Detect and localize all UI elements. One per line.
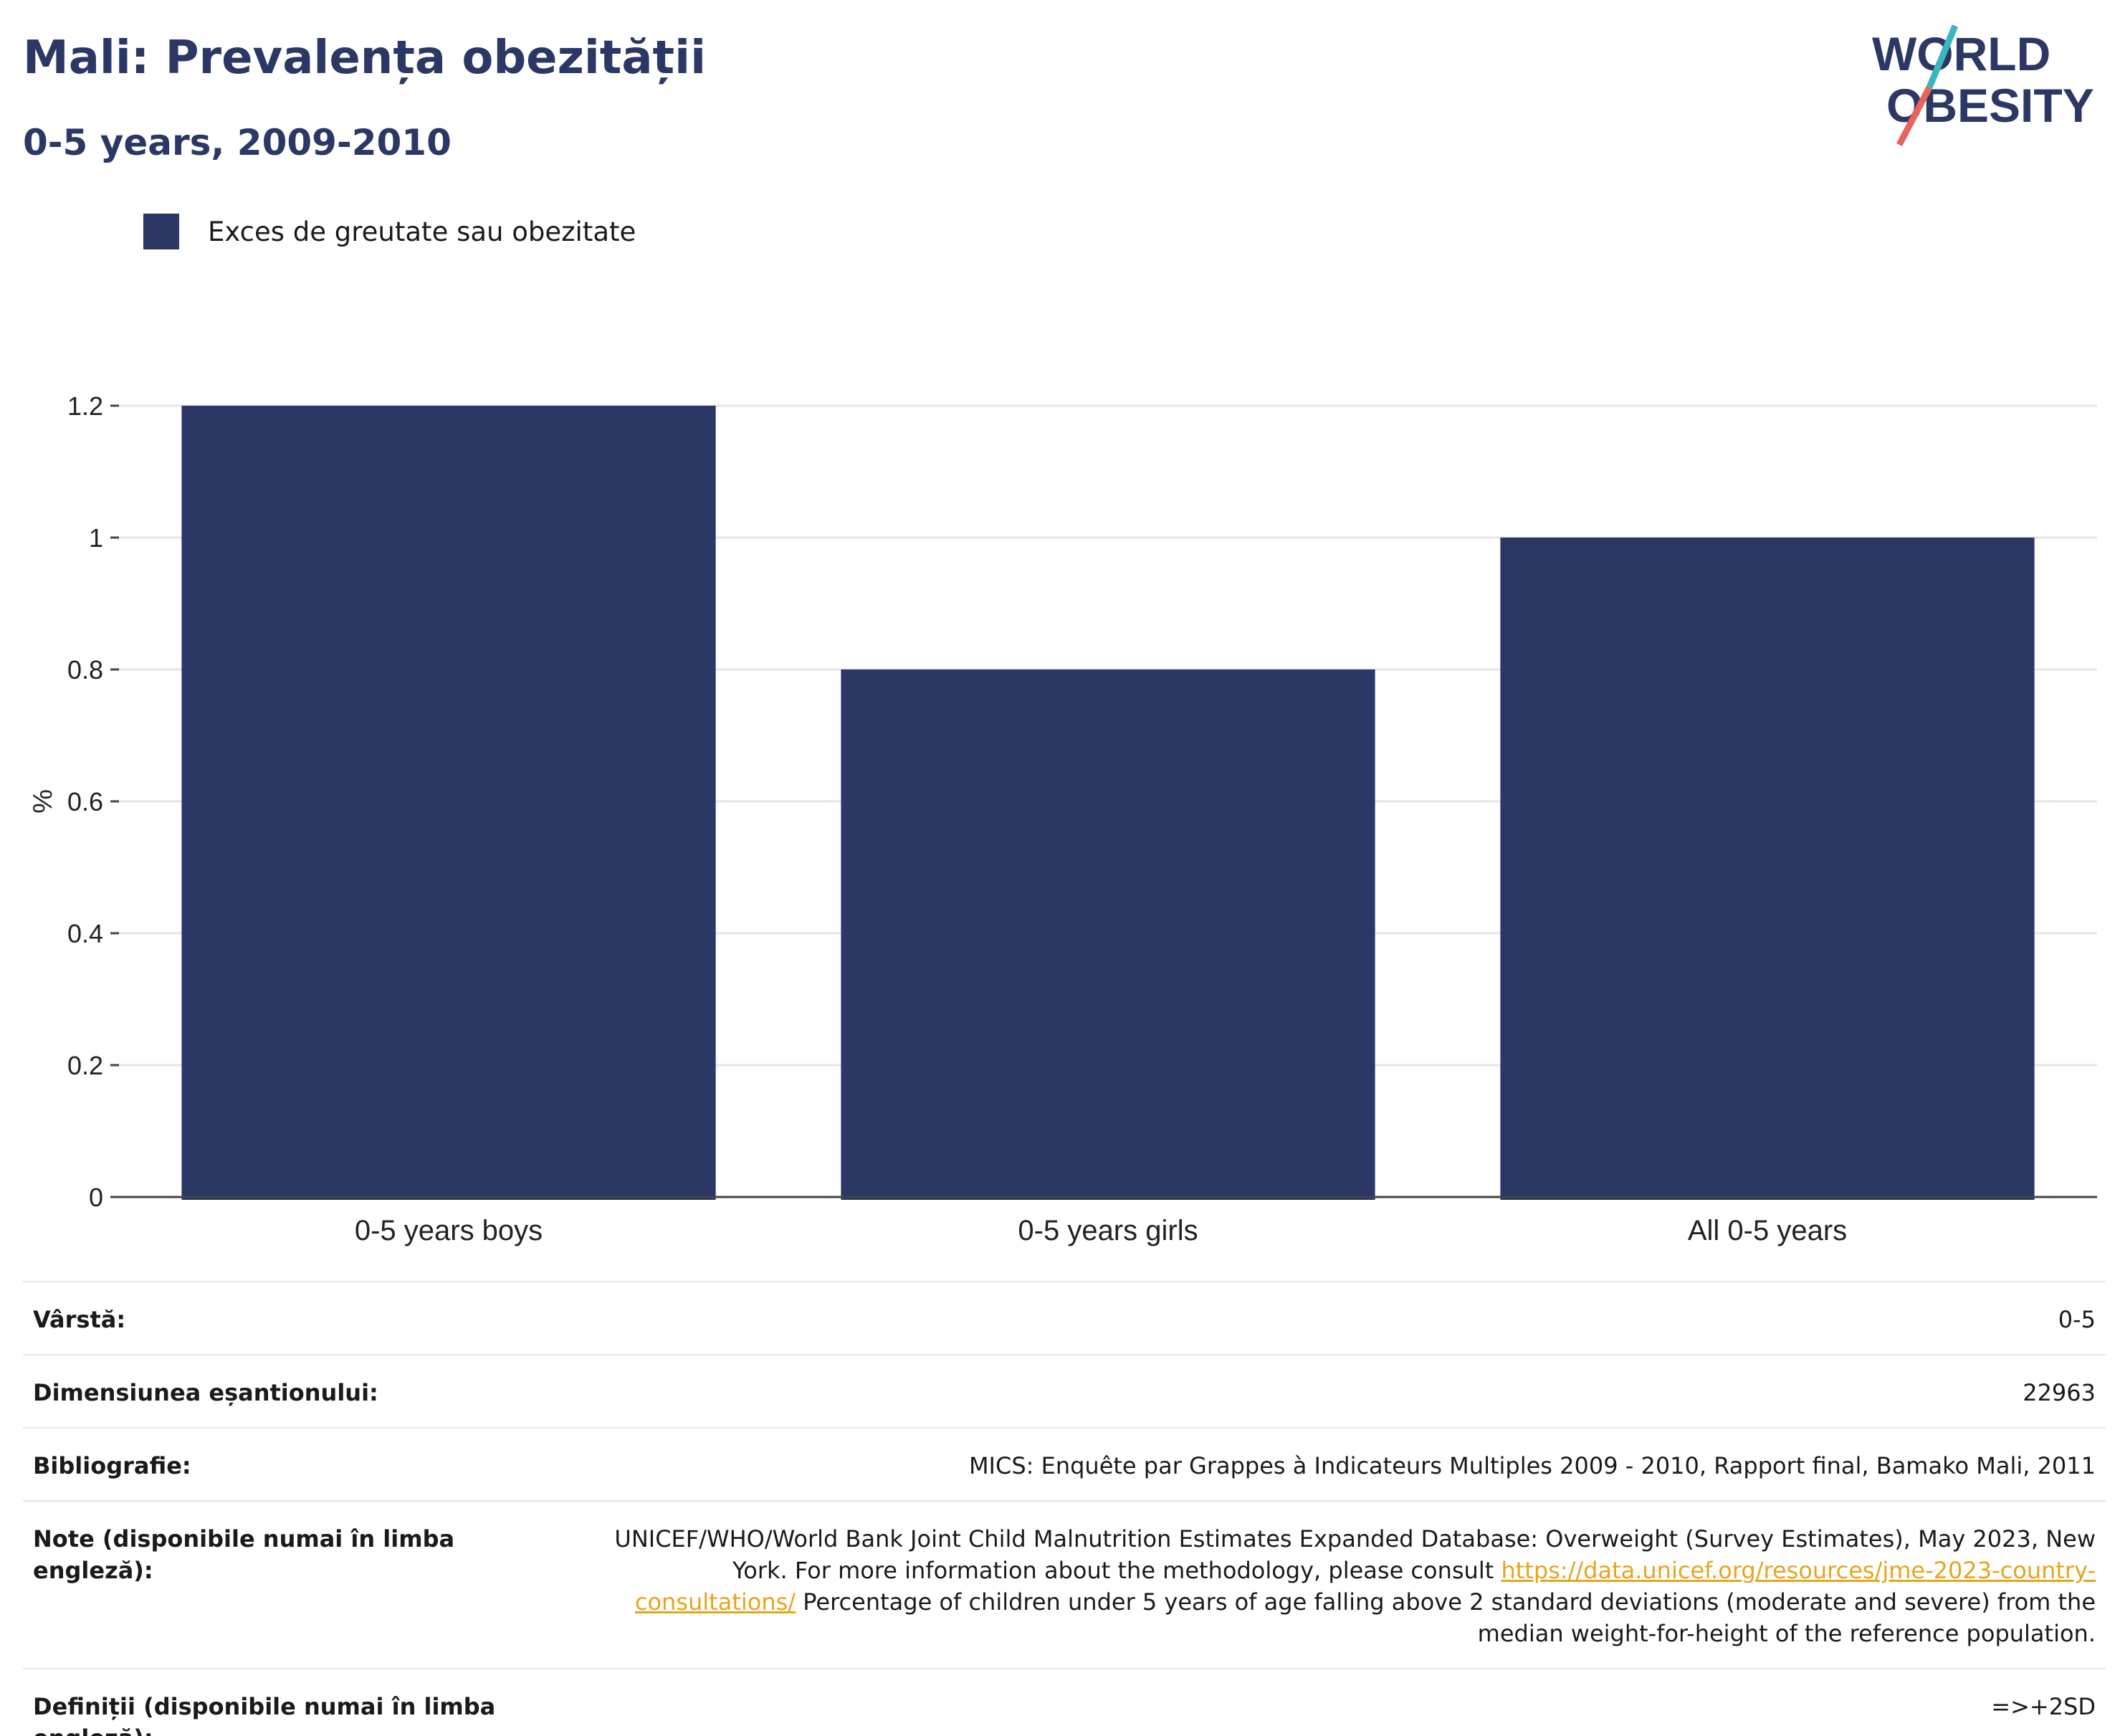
age-label: Vârstă: xyxy=(33,1306,126,1333)
y-tick-label: 1 xyxy=(89,523,103,553)
y-tick-label: 0.4 xyxy=(67,919,103,948)
notes-value: UNICEF/WHO/World Bank Joint Child Malnut… xyxy=(591,1523,2096,1649)
world-obesity-logo: WORLD OBESITY xyxy=(1872,24,2094,147)
logo-slash-bottom xyxy=(1896,85,1932,147)
definitions-value: =>+2SD xyxy=(1991,1693,2096,1720)
age-value: 0-5 xyxy=(2058,1306,2096,1333)
info-row-sample: Dimensiunea eșantionului: 22963 xyxy=(23,1354,2106,1427)
notes-text-after: Percentage of children under 5 years of … xyxy=(796,1588,2096,1647)
info-row-notes: Note (disponibile numai în limba engleză… xyxy=(23,1500,2106,1668)
legend-swatch xyxy=(143,214,179,249)
page-subtitle: 0-5 years, 2009-2010 xyxy=(23,122,452,163)
info-row-definitions: Definiții (disponibile numai în limba en… xyxy=(23,1668,2106,1736)
y-tick-label: 0.6 xyxy=(67,787,103,816)
info-row-age: Vârstă: 0-5 xyxy=(23,1281,2106,1354)
bar xyxy=(1500,538,2035,1200)
info-table: Vârstă: 0-5 Dimensiunea eșantionului: 22… xyxy=(23,1281,2106,1736)
methodology-link[interactable]: https://data.unicef.org/resources/jme-20… xyxy=(634,1557,2096,1616)
chart-legend: Exces de greutate sau obezitate xyxy=(143,214,636,249)
bibliography-value: MICS: Enquête par Grappes à Indicateurs … xyxy=(968,1452,2096,1479)
legend-label: Exces de greutate sau obezitate xyxy=(208,216,636,247)
definitions-label: Definiții (disponibile numai în limba en… xyxy=(33,1693,496,1736)
y-axis-label: % xyxy=(28,789,58,814)
y-tick-label: 1.2 xyxy=(67,391,103,421)
x-tick-label: 0-5 years boys xyxy=(355,1215,543,1246)
notes-label: Note (disponibile numai în limba engleză… xyxy=(33,1525,455,1584)
bar xyxy=(181,406,716,1200)
y-tick-label: 0.2 xyxy=(67,1051,103,1080)
bar xyxy=(841,669,1375,1200)
sample-value: 22963 xyxy=(2023,1379,2096,1406)
y-tick-label: 0.8 xyxy=(67,655,103,685)
x-tick-label: 0-5 years girls xyxy=(1018,1215,1198,1246)
bibliography-label: Bibliografie: xyxy=(33,1452,191,1479)
y-tick-label: 0 xyxy=(89,1183,103,1212)
bar-chart: 0 0.2 0.4 0.6 0.8 1 1.2% 0-5 years boys 0-5 year… xyxy=(28,391,2097,1246)
logo-slash-top xyxy=(1926,24,1959,89)
x-tick-label: All 0-5 years xyxy=(1688,1215,1847,1246)
notes-text-before: UNICEF/WHO/World Bank Joint Child Malnut… xyxy=(614,1525,2096,1584)
logo-line-1: WORLD xyxy=(1872,27,2050,80)
page-title: Mali: Prevalența obezității xyxy=(23,32,706,85)
info-row-bibliography: Bibliografie: MICS: Enquête par Grappes … xyxy=(23,1427,2106,1500)
sample-label: Dimensiunea eșantionului: xyxy=(33,1379,378,1406)
